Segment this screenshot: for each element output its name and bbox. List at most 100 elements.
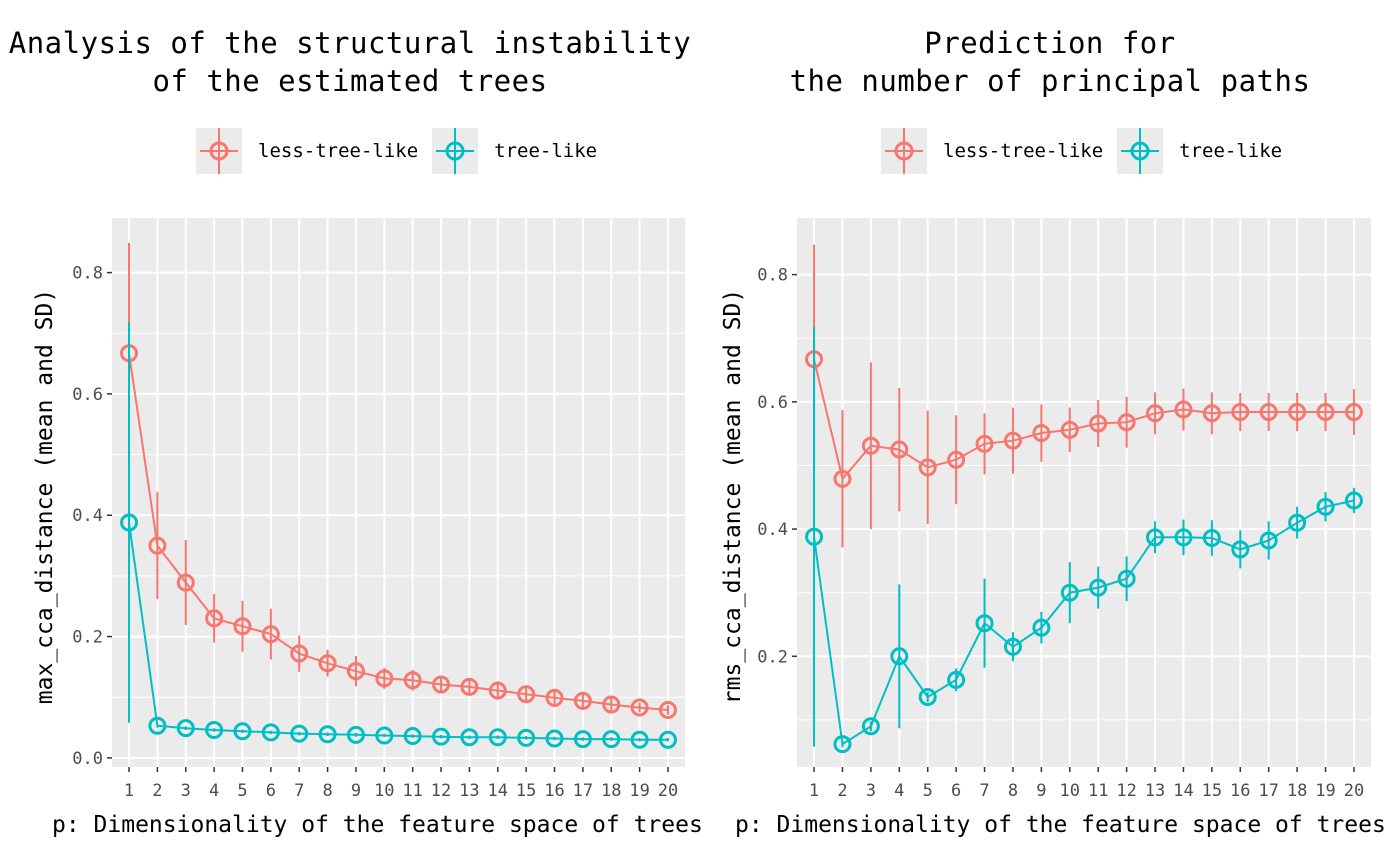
data-point bbox=[176, 573, 195, 592]
data-point bbox=[148, 536, 167, 555]
data-point bbox=[602, 695, 621, 714]
y-tick-label: 0.2 bbox=[72, 628, 103, 648]
legend-label: less-tree-like bbox=[258, 140, 419, 162]
data-point bbox=[1316, 403, 1335, 422]
data-point bbox=[517, 685, 536, 704]
series-line bbox=[813, 358, 1354, 481]
data-point bbox=[205, 609, 224, 628]
x-tick-label: 13 bbox=[459, 781, 479, 801]
data-point bbox=[890, 440, 909, 459]
chart-title: Prediction for the number of principal p… bbox=[789, 26, 1311, 98]
legend-item-tree-like: tree-like bbox=[432, 128, 597, 174]
x-tick-label: 6 bbox=[951, 781, 961, 801]
data-point bbox=[1032, 618, 1051, 637]
data-point bbox=[261, 723, 280, 742]
x-tick-label: 17 bbox=[1258, 781, 1278, 801]
data-point bbox=[460, 677, 479, 696]
x-tick-label: 9 bbox=[351, 781, 361, 801]
data-point bbox=[545, 688, 564, 707]
x-tick-label: 5 bbox=[923, 781, 933, 801]
data-point bbox=[1174, 400, 1193, 419]
legend-key-tree-icon bbox=[1117, 128, 1164, 174]
data-point bbox=[658, 730, 677, 749]
data-point bbox=[1003, 431, 1022, 450]
data-point bbox=[460, 728, 479, 747]
data-point bbox=[1288, 513, 1307, 532]
right-chart-panel: Prediction for the number of principal p… bbox=[700, 0, 1400, 865]
data-point bbox=[432, 727, 451, 746]
x-tick-label: 15 bbox=[1202, 781, 1222, 801]
legend-key-glyph bbox=[200, 128, 238, 174]
data-point bbox=[861, 436, 880, 455]
x-tick-label: 3 bbox=[181, 781, 191, 801]
data-point bbox=[1146, 528, 1165, 547]
data-point bbox=[1202, 404, 1221, 423]
data-point bbox=[318, 725, 337, 744]
data-point bbox=[975, 614, 994, 633]
x-tick-label: 9 bbox=[1036, 781, 1046, 801]
x-tick-label: 12 bbox=[431, 781, 451, 801]
x-tick-label: 8 bbox=[322, 781, 332, 801]
x-tick-label: 16 bbox=[1230, 781, 1250, 801]
data-point bbox=[120, 513, 139, 532]
x-tick-label: 16 bbox=[544, 781, 564, 801]
x-tick-label: 18 bbox=[1287, 781, 1307, 801]
legend-key-less-icon bbox=[881, 128, 927, 174]
left-chart-panel: Analysis of the structural instability o… bbox=[9, 26, 703, 838]
series-tree-like bbox=[120, 322, 677, 749]
x-tick-label: 15 bbox=[516, 781, 536, 801]
data-point bbox=[890, 647, 909, 666]
y-tick-label: 0.4 bbox=[72, 506, 103, 526]
x-tick-label: 1 bbox=[809, 781, 819, 801]
data-point bbox=[1231, 403, 1250, 422]
y-tick-label: 0.6 bbox=[72, 385, 103, 405]
legend-label: less-tree-like bbox=[943, 140, 1104, 162]
data-point bbox=[1089, 414, 1108, 433]
y-tick-label: 0.4 bbox=[757, 520, 788, 540]
data-point bbox=[1259, 531, 1278, 550]
x-tick-label: 18 bbox=[601, 781, 621, 801]
data-point bbox=[233, 722, 252, 741]
x-tick-label: 7 bbox=[979, 781, 989, 801]
legend: less-tree-like tree-like bbox=[881, 128, 1296, 174]
series-tree-like bbox=[805, 326, 1363, 754]
y-axis-title: rms_cca_distance (mean and SD) bbox=[720, 289, 746, 704]
data-point bbox=[1146, 404, 1165, 423]
data-point bbox=[290, 644, 309, 663]
data-point bbox=[375, 669, 394, 688]
x-tick-label: 13 bbox=[1145, 781, 1165, 801]
data-point bbox=[290, 724, 309, 743]
x-tick-label: 3 bbox=[866, 781, 876, 801]
x-tick-label: 6 bbox=[266, 781, 276, 801]
x-tick-label: 2 bbox=[152, 781, 162, 801]
series-line bbox=[128, 522, 668, 741]
data-point bbox=[1259, 403, 1278, 422]
data-point bbox=[1288, 403, 1307, 422]
data-point bbox=[630, 698, 649, 717]
data-point bbox=[833, 735, 852, 754]
plot-background bbox=[797, 218, 1371, 767]
data-point bbox=[545, 729, 564, 748]
data-point bbox=[833, 469, 852, 488]
y-tick-label: 0.8 bbox=[757, 266, 788, 286]
x-tick-label: 12 bbox=[1116, 781, 1136, 801]
x-tick-label: 4 bbox=[894, 781, 904, 801]
data-point bbox=[1060, 420, 1079, 439]
x-tick-label: 17 bbox=[573, 781, 593, 801]
data-point bbox=[805, 527, 824, 546]
x-tick-label: 19 bbox=[629, 781, 649, 801]
x-tick-label: 8 bbox=[1008, 781, 1018, 801]
x-tick-label: 14 bbox=[1173, 781, 1193, 801]
x-axis-title: p: Dimensionality of the feature space o… bbox=[52, 812, 703, 838]
data-point bbox=[918, 458, 937, 477]
x-axis-title: p: Dimensionality of the feature space o… bbox=[735, 812, 1386, 838]
legend-item-less-tree-like: less-tree-like bbox=[881, 128, 1103, 174]
data-point bbox=[1089, 578, 1108, 597]
data-point bbox=[573, 730, 592, 749]
data-point bbox=[205, 720, 224, 739]
x-tick-label: 20 bbox=[658, 781, 678, 801]
x-tick-label: 14 bbox=[488, 781, 508, 801]
y-tick-label: 0.6 bbox=[757, 393, 788, 413]
legend-item-tree-like: tree-like bbox=[1117, 128, 1282, 174]
data-point bbox=[1032, 424, 1051, 443]
